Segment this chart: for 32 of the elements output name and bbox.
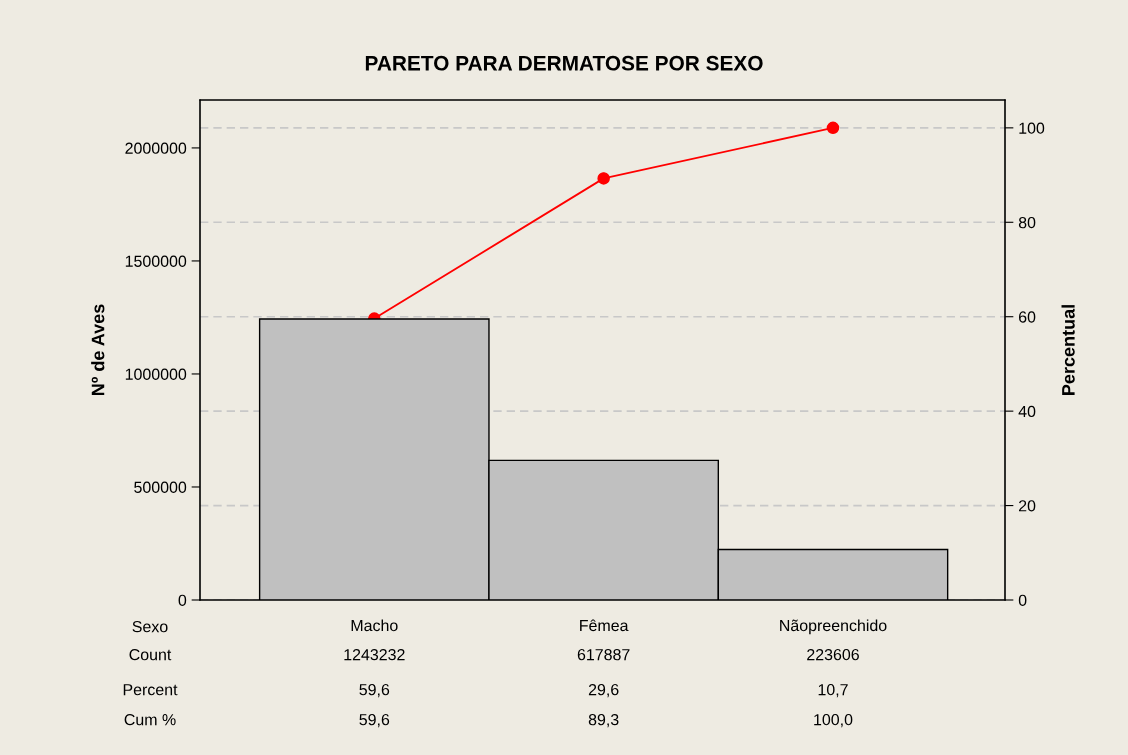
y2-axis-title: Percentual [1061,305,1075,395]
x-tick-label: Fêmea [580,619,629,632]
y2-tick-label: 60 [1019,311,1036,323]
y-tick-label: 0 [178,594,187,606]
chart-title: PARETO PARA DERMATOSE POR SEXO [365,55,763,71]
y-axis-title: Nº de Aves [91,304,105,396]
y2-tick-label: 20 [1019,500,1036,512]
data-label: 100,0 [814,713,853,728]
data-label: 89,3 [588,713,619,728]
y2-tick-label: 80 [1018,216,1036,229]
text: Count [129,648,172,661]
x-tick-label: Nãopreenchido [780,619,887,635]
point [826,121,840,135]
y-tick-label: 500000 [134,481,187,493]
y2-tick-label: 40 [1018,405,1036,418]
y-tick-label: 2000000 [125,142,187,154]
data-label: 223606 [807,648,859,661]
x-tick-label: Macho [351,619,398,632]
data-label: 59,6 [359,713,390,728]
y2-tick-label: 0 [1018,594,1027,606]
y-tick-label: 1000000 [125,368,187,380]
point [597,172,610,185]
text: 10,7 [818,683,848,698]
y2-tick-label: 100 [1019,122,1045,134]
data-label: 617887 [577,648,630,661]
data-label: 1243232 [344,648,405,661]
text: Percent [123,684,178,696]
x-axis-title: Sexo [132,620,168,633]
y-tick-label: 1500000 [125,255,187,267]
text: Cum % [124,713,176,726]
text: 29,6 [588,683,619,698]
text: 59,6 [359,683,390,698]
